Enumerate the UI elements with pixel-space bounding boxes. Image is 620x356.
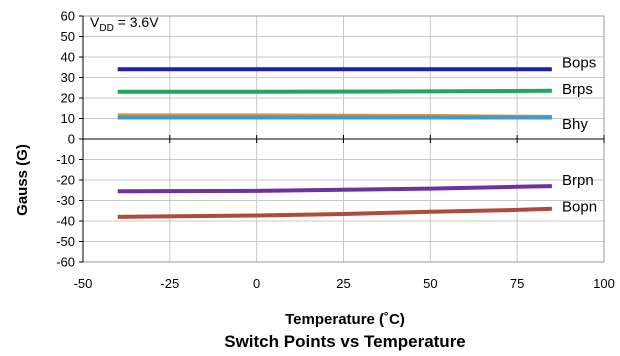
x-tick-label: -50 [74,276,93,291]
y-tick-label: 20 [61,91,75,106]
y-tick-label: -40 [56,214,75,229]
y-tick-label: 50 [61,29,75,44]
x-tick-label: 100 [593,276,615,291]
series-line [117,206,552,219]
y-tick-label: 40 [61,50,75,65]
series-label: Brps [562,81,593,98]
y-tick-label: 60 [61,9,75,24]
x-tick-label: 50 [423,276,437,291]
y-tick-label: -10 [56,152,75,167]
series-lines [117,67,552,219]
series-label: Bhy [562,116,588,133]
x-tick-label: 75 [510,276,524,291]
series-label: Bopn [562,199,597,216]
y-tick-label: 10 [61,111,75,126]
y-tick-label: 30 [61,70,75,85]
x-tick-label: 0 [253,276,260,291]
y-axis-title: Gauss (G) [14,144,31,216]
series-line [117,184,552,194]
y-tick-label: 0 [68,132,75,147]
x-tick-label: -25 [160,276,179,291]
y-tick-label: -30 [56,193,75,208]
series-line [117,88,552,94]
y-tick-label: -20 [56,173,75,188]
grid-lines [79,15,605,263]
x-axis-title: Temperature (˚C) [285,311,405,328]
vdd-annotation: VDD = 3.6V [90,14,159,34]
y-tick-label: -50 [56,234,75,249]
y-tick-label: -60 [56,255,75,270]
x-tick-labels: -50 -25 0 25 50 75 100 [74,276,615,291]
series-label: Bops [562,54,596,71]
x-tick-label: 25 [336,276,350,291]
series-label: Brpn [562,172,594,189]
chart-title: Switch Points vs Temperature [224,332,466,351]
y-tick-labels: 60 50 40 30 20 10 0 -10 -20 -30 -40 -50 -60 [56,9,75,270]
series-labels: Bops Brps Bhy Brpn Bopn [562,54,597,215]
